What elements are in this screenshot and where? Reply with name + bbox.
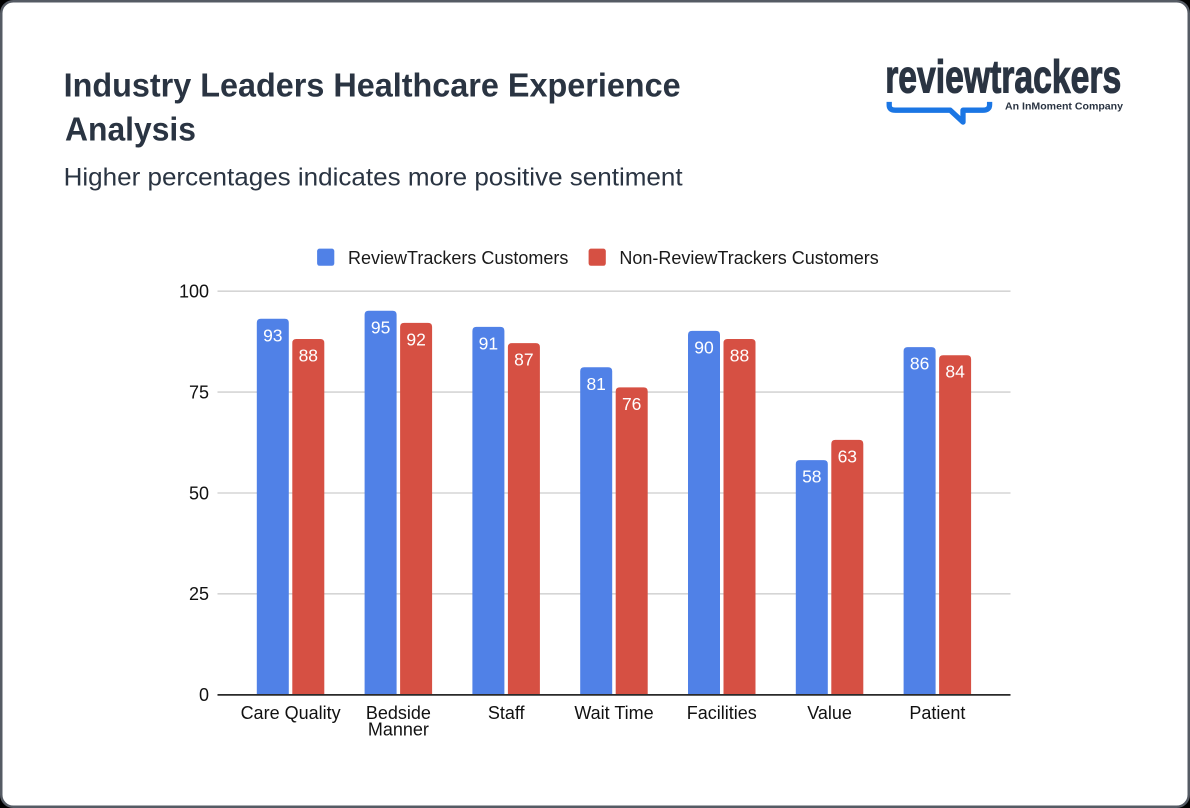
svg-text:87: 87 [514, 350, 533, 370]
svg-text:81: 81 [586, 374, 605, 394]
svg-text:63: 63 [838, 446, 857, 466]
svg-text:58: 58 [802, 467, 821, 487]
svg-text:0: 0 [199, 685, 209, 705]
svg-text:Higher percentages indicates m: Higher percentages indicates more positi… [64, 164, 683, 192]
svg-text:25: 25 [189, 584, 209, 604]
svg-text:76: 76 [622, 394, 641, 414]
svg-text:ReviewTrackers Customers: ReviewTrackers Customers [348, 248, 568, 268]
svg-text:88: 88 [730, 346, 749, 366]
svg-text:86: 86 [910, 354, 929, 374]
svg-text:Non-ReviewTrackers Customers: Non-ReviewTrackers Customers [619, 248, 878, 268]
svg-text:Care Quality: Care Quality [241, 703, 341, 723]
svg-text:88: 88 [299, 346, 318, 366]
svg-text:92: 92 [406, 329, 425, 349]
svg-text:An InMoment Company: An InMoment Company [1005, 101, 1123, 113]
svg-text:Patient: Patient [909, 703, 965, 723]
svg-text:93: 93 [263, 325, 282, 345]
svg-text:Industry Leaders Healthcare Ex: Industry Leaders Healthcare Experience [64, 67, 681, 104]
svg-text:91: 91 [479, 333, 498, 353]
svg-text:Analysis: Analysis [65, 110, 196, 147]
svg-text:95: 95 [371, 317, 390, 337]
svg-text:84: 84 [945, 362, 965, 382]
svg-text:Manner: Manner [368, 719, 429, 739]
svg-text:Value: Value [807, 703, 852, 723]
svg-text:Bedside: Bedside [366, 703, 431, 723]
svg-text:75: 75 [189, 383, 209, 403]
svg-text:100: 100 [179, 282, 209, 302]
svg-text:50: 50 [189, 483, 209, 503]
svg-text:Wait Time: Wait Time [574, 703, 653, 723]
svg-text:90: 90 [694, 337, 714, 357]
svg-text:Facilities: Facilities [687, 703, 757, 723]
svg-text:reviewtrackers: reviewtrackers [885, 51, 1121, 103]
svg-text:Staff: Staff [488, 703, 526, 723]
